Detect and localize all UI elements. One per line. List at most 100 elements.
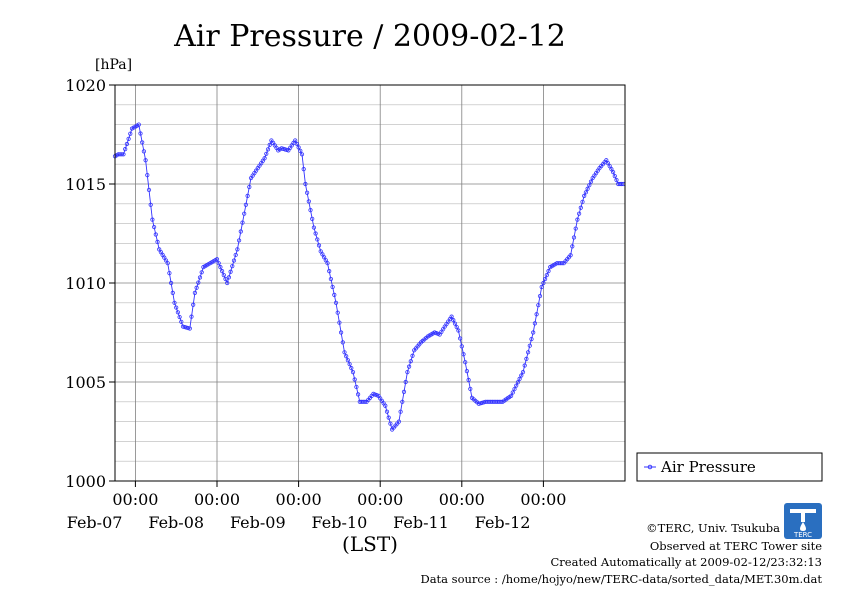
data-point: [410, 353, 415, 358]
logo-drop: [800, 522, 806, 531]
data-point: [123, 147, 128, 152]
data-point: [536, 303, 541, 308]
data-point: [524, 356, 529, 361]
data-point: [338, 330, 344, 335]
data-point: [388, 421, 393, 426]
data-point: [510, 390, 515, 395]
data-point: [138, 131, 143, 136]
data-point: [576, 211, 582, 216]
data-point: [340, 340, 345, 345]
data-point: [169, 280, 174, 286]
credit-created: Created Automatically at 2009-02-12/23:3…: [551, 555, 823, 569]
data-point: [320, 252, 325, 257]
data-point: [614, 177, 619, 183]
data-point: [583, 190, 589, 195]
x-day-label: Feb-10: [312, 513, 368, 532]
data-point: [531, 330, 536, 335]
data-point: [344, 354, 349, 359]
data-point: [177, 314, 182, 320]
data-point: [587, 183, 592, 188]
data-point: [466, 377, 471, 383]
data-point: [311, 225, 316, 230]
data-point: [349, 366, 354, 371]
data-point: [559, 261, 565, 266]
data-point: [165, 261, 170, 266]
legend-marker: [647, 464, 653, 470]
data-point: [534, 312, 539, 317]
data-point: [189, 314, 194, 319]
data-point: [532, 321, 538, 326]
data-point: [321, 255, 327, 260]
data-point: [267, 142, 272, 147]
data-point: [515, 380, 521, 385]
data-point: [191, 302, 196, 307]
data-point: [464, 369, 469, 374]
data-point: [245, 193, 250, 198]
data-point: [170, 290, 175, 295]
data-point: [298, 148, 303, 153]
y-tick-label: 1000: [65, 472, 106, 491]
data-point: [304, 190, 310, 195]
data-point: [605, 161, 611, 166]
logo-text: TERC: [793, 531, 812, 539]
data-point: [318, 249, 323, 254]
data-point: [323, 258, 328, 263]
data-point: [228, 269, 233, 274]
data-point: [514, 383, 519, 388]
y-tick-label: 1005: [65, 373, 106, 392]
data-point: [264, 151, 269, 156]
x-time-label: 00:00: [357, 490, 403, 509]
data-point: [143, 158, 148, 163]
data-point: [175, 310, 180, 315]
data-point: [401, 389, 407, 394]
x-axis-label: (LST): [342, 532, 398, 556]
data-point: [537, 293, 543, 299]
data-point: [153, 232, 158, 237]
data-point: [578, 205, 583, 210]
data-point: [179, 319, 184, 324]
x-day-label: Feb-07: [67, 513, 123, 532]
data-point: [303, 181, 308, 187]
data-point: [233, 252, 238, 258]
x-time-label: 00:00: [194, 490, 240, 509]
data-point: [384, 409, 390, 414]
data-point: [172, 300, 177, 305]
data-point: [226, 275, 231, 280]
credit-source: Data source : /home/hojyo/new/TERC-data/…: [420, 572, 822, 586]
data-point: [174, 305, 179, 310]
data-point: [405, 369, 410, 375]
x-time-label: 00:00: [112, 490, 158, 509]
data-point: [350, 369, 356, 375]
y-tick-label: 1020: [65, 76, 106, 95]
data-point: [199, 270, 204, 275]
data-point: [386, 415, 391, 420]
data-point: [218, 265, 223, 270]
data-point: [128, 131, 133, 136]
data-point: [362, 399, 367, 404]
data-point: [167, 270, 172, 276]
data-point: [220, 269, 225, 274]
data-point: [520, 369, 526, 375]
data-point: [610, 170, 616, 175]
data-point: [398, 409, 403, 414]
data-point: [148, 202, 153, 207]
data-point: [580, 199, 585, 204]
data-point: [546, 269, 551, 274]
data-point: [221, 272, 226, 278]
data-point: [310, 216, 315, 221]
data-point: [457, 336, 463, 341]
data-point: [609, 167, 614, 172]
data-point: [525, 350, 531, 355]
data-point: [306, 199, 311, 204]
data-point: [463, 360, 468, 365]
data-point: [604, 158, 609, 163]
data-point: [456, 328, 461, 333]
data-point: [237, 238, 242, 243]
data-point: [293, 138, 298, 143]
data-point: [328, 276, 333, 282]
data-point: [529, 336, 534, 342]
data-point: [196, 280, 201, 285]
data-point: [342, 350, 347, 355]
data-point: [231, 258, 237, 263]
data-point: [354, 384, 359, 390]
